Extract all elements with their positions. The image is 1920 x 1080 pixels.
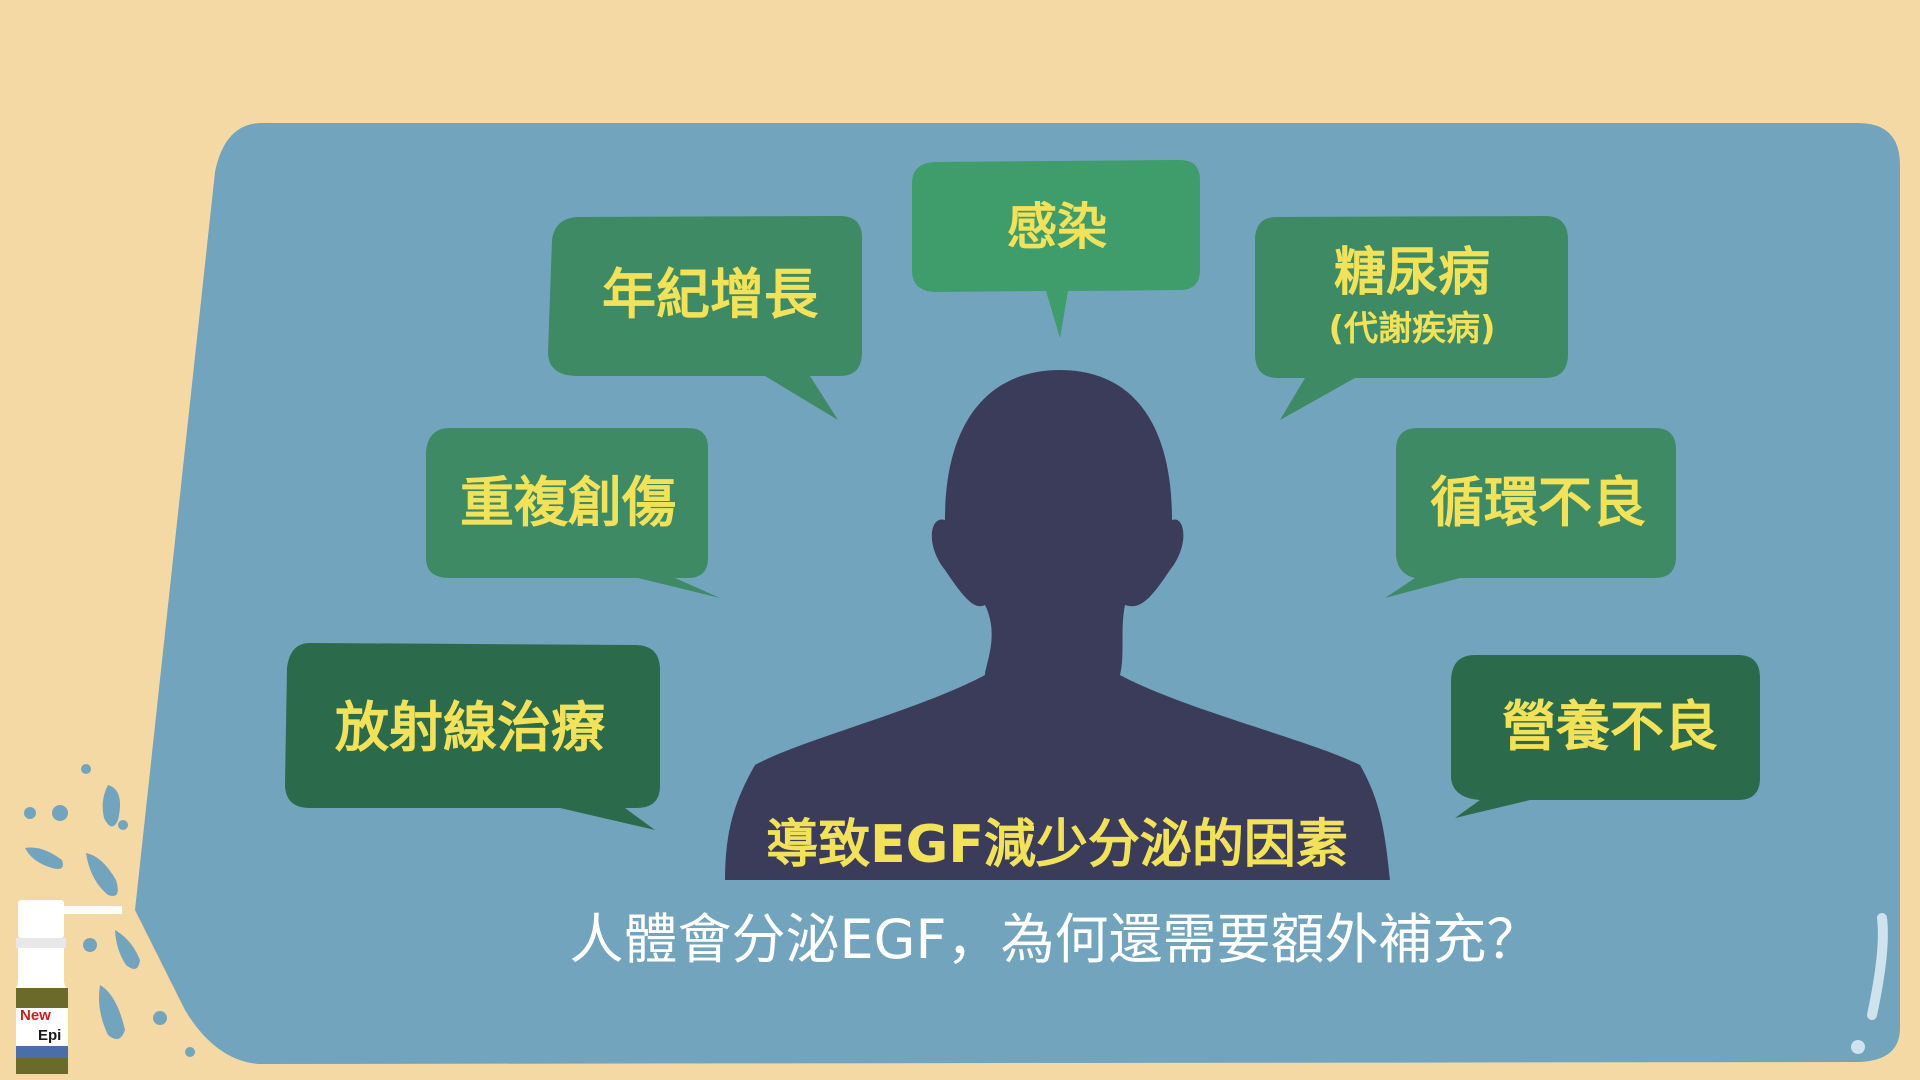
brand-new-text: New xyxy=(20,1007,51,1024)
question-text: 人體會分泌EGF，為何還需要額外補充？ xyxy=(569,908,1540,971)
bubble-radiotherapy-text: 放射線治療 xyxy=(335,696,605,759)
spray-bottle-icon: New Epi xyxy=(16,900,122,1074)
bubble-infection: 感染 xyxy=(912,160,1200,338)
bubble-diabetes-subtext: (代謝疾病) xyxy=(1328,309,1495,349)
exclamation-icon xyxy=(1851,913,1888,1054)
bubble-aging: 年紀增長 xyxy=(548,216,862,420)
bubble-repeated-trauma-text: 重複創傷 xyxy=(460,471,676,534)
bubble-malnutrition: 營養不良 xyxy=(1451,655,1760,818)
brand-epi-text: Epi xyxy=(38,1027,61,1044)
bubble-poor-circulation: 循環不良 xyxy=(1385,428,1676,598)
bubble-radiotherapy: 放射線治療 xyxy=(285,643,660,830)
person-silhouette-icon xyxy=(725,370,1390,880)
center-label: 導致EGF減少分泌的因素 xyxy=(766,815,1348,875)
bubble-repeated-trauma: 重複創傷 xyxy=(426,428,720,598)
bubble-poor-circulation-text: 循環不良 xyxy=(1430,471,1646,534)
bubble-diabetes-text: 糖尿病 xyxy=(1334,243,1490,303)
bubble-malnutrition-text: 營養不良 xyxy=(1502,695,1718,758)
bubble-infection-text: 感染 xyxy=(1007,198,1107,256)
droplet-icon xyxy=(24,764,195,1057)
bubble-aging-text: 年紀增長 xyxy=(602,263,819,326)
bubble-diabetes: 糖尿病 (代謝疾病) xyxy=(1255,216,1568,420)
